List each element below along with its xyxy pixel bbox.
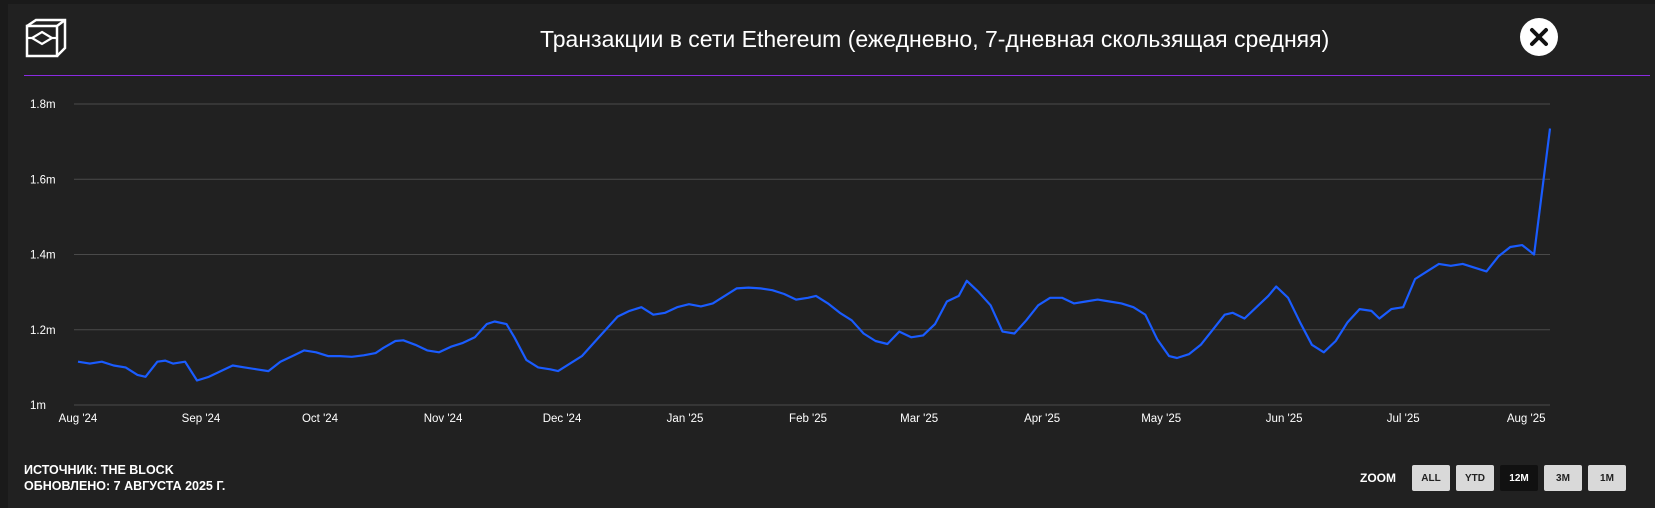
x-tick-label: Apr '25 xyxy=(1024,413,1060,425)
x-tick-label: Nov '24 xyxy=(424,413,463,425)
y-tick-label: 1.6m xyxy=(30,174,56,186)
zoom-all-button[interactable]: ALL xyxy=(1412,465,1450,491)
source-label: ИСТОЧНИК: THE BLOCK xyxy=(24,463,174,477)
x-tick-label: Aug '25 xyxy=(1507,413,1546,425)
zoom-label: ZOOM xyxy=(1360,471,1396,485)
grid-lines xyxy=(74,103,1550,406)
x-tick-label: Feb '25 xyxy=(789,413,827,425)
series-layer xyxy=(77,128,1552,382)
zoom-3m-button[interactable]: 3M xyxy=(1544,465,1582,491)
y-axis-ticks: 1m 1.2m 1.4m 1.6m 1.8m xyxy=(30,99,56,412)
x-tick-label: Jun '25 xyxy=(1266,413,1303,425)
x-tick-label: May '25 xyxy=(1141,413,1181,425)
zoom-ytd-button[interactable]: YTD xyxy=(1456,465,1494,491)
x-tick-label: Dec '24 xyxy=(543,413,582,425)
zoom-1m-button[interactable]: 1M xyxy=(1588,465,1626,491)
y-tick-label: 1.2m xyxy=(30,325,56,337)
x-tick-label: Aug '24 xyxy=(59,413,98,425)
close-button[interactable] xyxy=(1520,18,1558,56)
x-tick-label: Jan '25 xyxy=(667,413,704,425)
x-tick-label: Sep '24 xyxy=(182,413,221,425)
series-line-0 xyxy=(77,128,1552,382)
chart-panel xyxy=(8,4,1655,508)
zoom-controls: ZOOM ALL YTD 12M 3M 1M xyxy=(1360,464,1626,492)
y-tick-label: 1.4m xyxy=(30,250,56,262)
cube-logo-icon xyxy=(25,18,67,58)
y-tick-label: 1.8m xyxy=(30,99,56,111)
header-divider xyxy=(24,75,1650,76)
x-tick-label: Mar '25 xyxy=(900,413,938,425)
x-axis-ticks: Aug '24 Sep '24 Oct '24 Nov '24 Dec '24 Jan '… xyxy=(59,413,1546,425)
y-tick-label: 1m xyxy=(30,400,46,412)
updated-label: ОБНОВЛЕНО: 7 АВГУСТА 2025 Г. xyxy=(24,479,226,493)
close-icon xyxy=(1530,28,1548,46)
source-note: ИСТОЧНИК: THE BLOCK ОБНОВЛЕНО: 7 АВГУСТА… xyxy=(24,462,225,494)
x-tick-label: Oct '24 xyxy=(302,413,339,425)
chart-title: Транзакции в сети Ethereum (ежедневно, 7… xyxy=(540,26,1330,52)
x-tick-label: Jul '25 xyxy=(1387,413,1420,425)
zoom-12m-button[interactable]: 12M xyxy=(1500,465,1538,491)
